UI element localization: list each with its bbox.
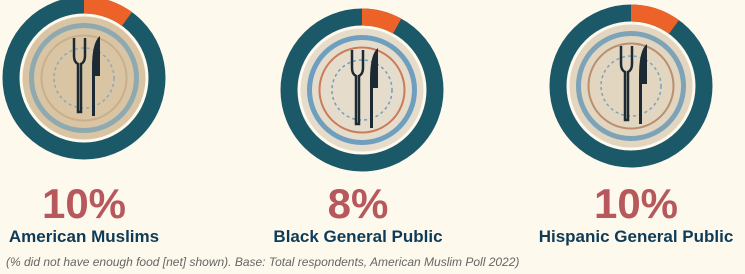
chart-label: Black General Public bbox=[273, 227, 442, 246]
footnote: (% did not have enough food [net] shown)… bbox=[6, 255, 519, 269]
chart-label: Hispanic General Public bbox=[539, 227, 734, 246]
chart-label: American Muslims bbox=[9, 227, 159, 246]
value-label: 8% bbox=[328, 180, 389, 227]
value-label: 10% bbox=[42, 180, 126, 227]
value-label: 10% bbox=[594, 180, 678, 227]
donut-segment bbox=[362, 17, 397, 26]
figure: (% did not have enough food [net] shown)… bbox=[0, 0, 745, 274]
page: {"chart_data": [ {"type": "donut", "titl… bbox=[0, 0, 745, 274]
